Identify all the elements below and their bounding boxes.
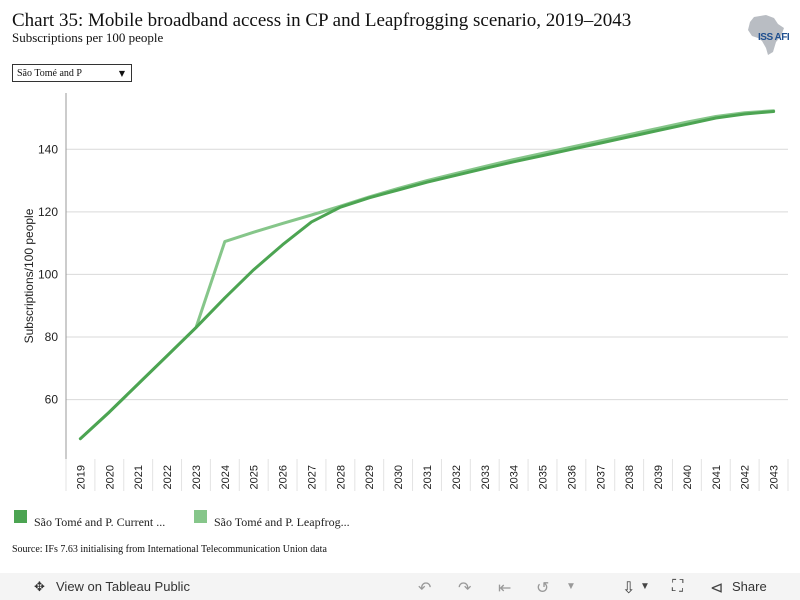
x-tick-label: 2025 <box>249 465 261 489</box>
legend-label-leapfrog: São Tomé and P. Leapfrog... <box>214 515 350 529</box>
y-tick-label: 100 <box>38 267 58 281</box>
tableau-logo-icon: ✥ <box>34 579 45 594</box>
download-dropdown-icon[interactable]: ▼ <box>640 581 650 592</box>
legend-label-current: São Tomé and P. Current ... <box>34 515 166 529</box>
source-note: Source: IFs 7.63 initialising from Inter… <box>12 544 327 555</box>
x-tick-label: 2042 <box>740 465 752 489</box>
x-tick-label: 2035 <box>538 465 550 489</box>
country-select[interactable]: São Tomé and P ▼ <box>12 64 132 82</box>
share-icon[interactable]: ⊲ <box>710 580 724 597</box>
legend-swatch-current <box>14 510 27 523</box>
country-select-value: São Tomé and P <box>17 68 82 79</box>
line-chart: 60 80 100 120 140 Subscriptions/100 people 201… <box>22 93 789 491</box>
fullscreen-icon[interactable]: ⛶ <box>672 578 684 595</box>
x-tick-label: 2030 <box>393 465 405 489</box>
logo-text: ISS AFI <box>758 32 790 43</box>
refresh-icon[interactable]: ↺ <box>536 580 550 597</box>
x-tick-label: 2043 <box>769 465 781 489</box>
legend-swatch-leapfrog <box>194 510 207 523</box>
share-button[interactable]: Share <box>732 579 767 594</box>
y-tick-label: 140 <box>38 142 58 156</box>
x-tick-label: 2037 <box>595 465 607 489</box>
x-tick-label: 2021 <box>133 465 145 489</box>
chart-subtitle: Subscriptions per 100 people <box>12 30 164 45</box>
x-tick-label: 2019 <box>75 465 87 489</box>
x-tick-label: 2028 <box>335 465 347 489</box>
x-tick-label: 2024 <box>220 465 232 489</box>
x-tick-label: 2033 <box>480 465 492 489</box>
x-tick-label: 2029 <box>364 465 376 489</box>
x-tick-label: 2023 <box>191 465 203 489</box>
africa-map-logo-icon <box>748 15 784 55</box>
x-tick-label: 2038 <box>624 465 636 489</box>
x-tick-label: 2032 <box>451 465 463 489</box>
y-axis-title: Subscriptions/100 people <box>22 208 36 343</box>
x-tick-label: 2026 <box>278 465 290 489</box>
redo-icon[interactable]: ↷ <box>458 580 472 597</box>
y-tick-label: 80 <box>45 330 59 344</box>
download-icon[interactable]: ⇩ <box>622 580 636 597</box>
revert-icon[interactable]: ⇤ <box>498 580 512 597</box>
x-tick-label: 2020 <box>104 465 116 489</box>
x-tick-label: 2036 <box>566 465 578 489</box>
refresh-dropdown-icon[interactable]: ▼ <box>566 581 576 592</box>
view-on-tableau-link[interactable]: View on Tableau Public <box>56 579 190 594</box>
tableau-toolbar: ✥ View on Tableau Public ↶ ↷ ⇤ ↺ ▼ ⇩ ▼ ⛶… <box>0 573 800 600</box>
chart-title: Chart 35: Mobile broadband access in CP … <box>12 10 632 31</box>
x-tick-label: 2027 <box>306 465 318 489</box>
undo-icon[interactable]: ↶ <box>418 580 432 597</box>
chevron-down-icon: ▼ <box>118 69 125 78</box>
y-tick-label: 60 <box>45 393 59 407</box>
x-tick-label: 2034 <box>509 465 521 489</box>
x-tick-label: 2031 <box>422 465 434 489</box>
x-tick-label: 2041 <box>711 465 723 489</box>
y-tick-label: 120 <box>38 205 58 219</box>
series-line-current <box>78 110 776 441</box>
x-tick-label: 2039 <box>653 465 665 489</box>
x-tick-label: 2022 <box>162 465 174 489</box>
x-tick-label: 2040 <box>682 465 694 489</box>
